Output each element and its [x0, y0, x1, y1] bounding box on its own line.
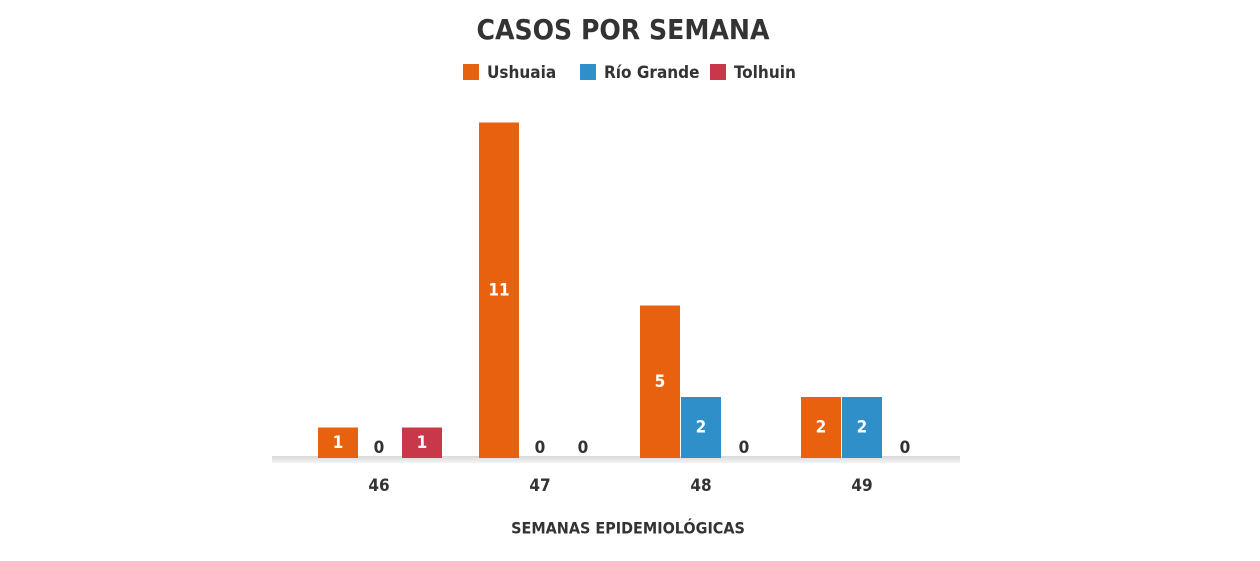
legend-label: Río Grande — [604, 63, 699, 83]
bar — [318, 427, 358, 458]
x-tick-label: 49 — [851, 476, 872, 496]
data-label: 0 — [578, 438, 589, 458]
chart-title: CASOS POR SEMANA — [477, 13, 770, 46]
bar — [801, 397, 841, 458]
data-label: 1 — [333, 433, 344, 453]
bar — [681, 397, 721, 458]
bar — [640, 305, 680, 458]
legend-label: Tolhuin — [734, 63, 796, 83]
data-label: 0 — [535, 438, 546, 458]
data-label: 2 — [857, 418, 868, 438]
bar — [402, 427, 442, 458]
x-axis-title: SEMANAS EPIDEMIOLÓGICAS — [511, 519, 745, 538]
x-tick-label: 48 — [690, 476, 711, 496]
x-tick-label: 47 — [529, 476, 550, 496]
baseline — [272, 456, 960, 463]
data-label: 1 — [417, 433, 428, 453]
x-tick-label: 46 — [368, 476, 389, 496]
data-label: 5 — [655, 372, 666, 392]
bar — [479, 122, 519, 458]
data-label: 0 — [739, 438, 750, 458]
bar — [842, 397, 882, 458]
data-label: 0 — [374, 438, 385, 458]
data-label: 11 — [488, 280, 509, 300]
legend-label: Ushuaia — [487, 63, 556, 83]
data-label: 2 — [696, 418, 707, 438]
legend-swatch — [710, 64, 726, 80]
legend-swatch — [463, 64, 479, 80]
data-label: 0 — [900, 438, 911, 458]
data-label: 2 — [816, 418, 827, 438]
legend-swatch — [580, 64, 596, 80]
